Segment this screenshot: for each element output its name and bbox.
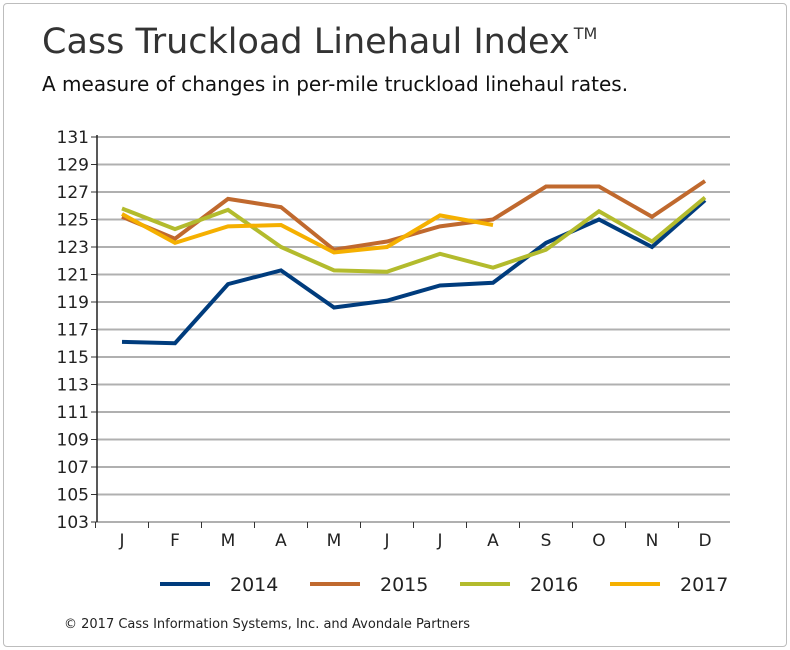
legend-label-2016: 2016: [530, 574, 578, 596]
chart-frame: [3, 3, 787, 647]
legend-label-2017: 2017: [680, 574, 728, 596]
y-tick-label: 111: [57, 403, 89, 423]
y-tick-label: 107: [57, 458, 89, 478]
y-tick-label: 125: [57, 211, 89, 231]
x-tick-label: J: [383, 531, 389, 551]
y-tick-label: 119: [57, 293, 89, 313]
y-tick-label: 129: [57, 156, 89, 176]
y-tick-label: 123: [57, 238, 89, 258]
x-tick-label: M: [327, 531, 342, 551]
y-tick-label: 115: [57, 348, 89, 368]
y-tick-label: 127: [57, 183, 89, 203]
legend-label-2015: 2015: [380, 574, 428, 596]
x-tick-label: M: [221, 531, 236, 551]
series-line-2015: [121, 179, 707, 252]
y-tick-label: 117: [57, 321, 89, 341]
trademark: TM: [573, 24, 598, 43]
chart-title: Cass Truckload Linehaul Index TM: [42, 22, 597, 62]
y-tick-label: 109: [57, 431, 89, 451]
y-tick-label: 113: [57, 376, 89, 396]
series-line-2016: [121, 195, 707, 274]
x-tick-label: S: [541, 531, 552, 551]
y-tick-label: 105: [57, 486, 89, 506]
x-tick-label: J: [436, 531, 442, 551]
y-tick-label: 131: [57, 128, 89, 148]
x-tick-label: N: [646, 531, 659, 551]
copyright: © 2017 Cass Information Systems, Inc. an…: [64, 617, 471, 632]
y-tick-label: 121: [57, 266, 89, 286]
series-line-2017: [121, 212, 494, 255]
series-line-2014: [121, 198, 707, 346]
x-tick-label: A: [275, 531, 287, 551]
x-tick-label: D: [698, 531, 711, 551]
x-tick-label: F: [170, 531, 180, 551]
chart-subtitle: A measure of changes in per-mile trucklo…: [42, 72, 629, 96]
title-text: Cass Truckload Linehaul Index: [42, 22, 570, 62]
legend-label-2014: 2014: [230, 574, 278, 596]
y-tick-label: 103: [57, 513, 89, 533]
x-tick-label: A: [487, 531, 499, 551]
x-tick-label: J: [118, 531, 124, 551]
x-tick-label: O: [592, 531, 605, 551]
